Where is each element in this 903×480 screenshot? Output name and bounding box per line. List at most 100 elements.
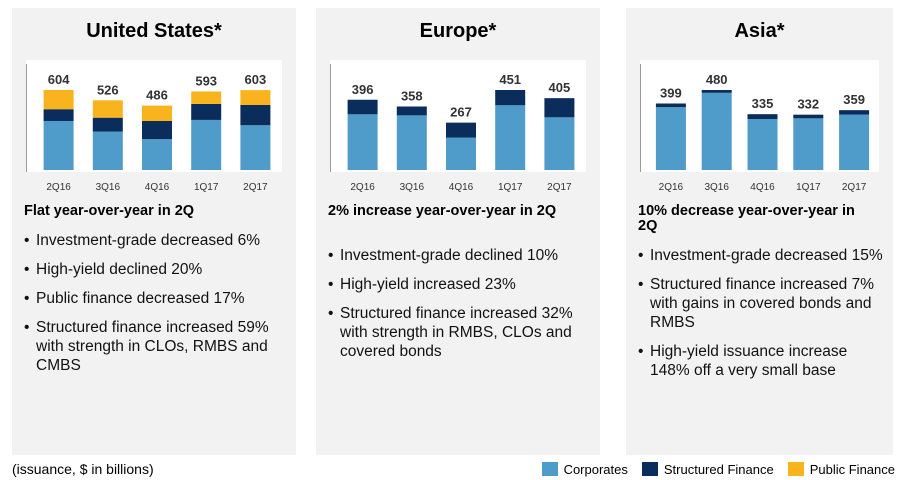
heading: 2% increase year-over-year in 2Q [328,203,557,219]
bar-segment [396,115,427,170]
bar-segment [142,120,172,140]
legend-item: Public Finance [787,462,895,477]
total-label: 486 [146,88,168,103]
x-tick-label: 4Q16 [449,182,474,193]
note: (issuance, $ in billions) [12,461,154,477]
panel: Europe* 396 2Q16 358 3Q16 267 4Q16 451 1Q17 405 2Q… [316,8,600,455]
legend-item: Structured Finance [641,462,774,477]
total-label: 399 [660,86,682,101]
total-label: 335 [752,96,774,111]
total-label: 480 [706,72,728,87]
bar-segment [240,90,271,105]
bar-segment [240,104,271,126]
bar-segment [347,99,378,115]
bar-segment [347,114,378,170]
legend-swatch [641,462,658,476]
bar-segment [747,119,778,170]
x-tick-label: 2Q16 [350,182,375,193]
panel-title: Europe* [419,20,497,42]
bar-segment [747,114,778,119]
x-tick-label: 3Q16 [96,182,121,193]
bullet: Structured finance increased 32% with st… [328,304,590,361]
bar-segment [43,90,74,110]
bullet: Structured finance increased 7% with gai… [638,275,883,332]
bar-segment [544,117,575,170]
bullet: Public finance decreased 17% [24,289,286,308]
bar-segment [191,91,222,104]
bar-segment [793,114,824,119]
x-tick-label: 2Q17 [243,182,268,193]
heading: Flat year-over-year in 2Q [24,203,195,219]
bar-segment [43,109,74,121]
bar-segment [701,92,732,170]
total-label: 604 [48,72,70,87]
bar-segment [446,137,476,170]
bar-segment [701,90,732,93]
x-tick-label: 2Q16 [46,182,71,193]
bullet-list: Investment-grade decreased 6% High-yield … [24,231,286,385]
x-tick-label: 2Q17 [547,182,572,193]
bar-segment [92,117,123,132]
x-tick-label: 4Q16 [750,182,775,193]
x-tick-label: 2Q16 [659,182,684,193]
bar-segment [142,139,172,170]
x-tick-label: 1Q17 [796,182,821,193]
x-tick-label: 2Q17 [842,182,867,193]
chart: 396 2Q16 358 3Q16 267 4Q16 451 1Q17 405 2Q17 [330,60,586,193]
bar-segment [655,103,686,108]
bullet: Structured finance increased 59% with st… [24,318,286,375]
legend-item: Corporates [541,462,628,477]
x-tick-label: 3Q16 [704,182,729,193]
bullet-list: Investment-grade decreased 15% Structured… [638,246,883,390]
total-label: 405 [549,80,571,95]
bar-segment [191,103,222,120]
bar-segment [495,90,526,106]
bar-segment [240,125,271,170]
bullet: Investment-grade decreased 6% [24,231,286,250]
total-label: 396 [352,82,374,97]
bullet: Investment-grade declined 10% [328,246,590,265]
total-label: 358 [401,88,423,103]
bar-segment [191,119,222,170]
bar-segment [839,114,870,170]
legend-label: Corporates [563,462,628,477]
bullet: High-yield declined 20% [24,260,286,279]
bullet: Investment-grade decreased 15% [638,246,883,265]
legend: Corporates Structured Finance Public Finan… [541,462,895,477]
total-label: 593 [195,73,217,88]
bar-segment [839,110,870,115]
bullet: High-yield increased 23% [328,275,590,294]
bar-segment [142,105,172,121]
bullet-list: Investment-grade declined 10% High-yield … [328,246,590,371]
bar-segment [396,106,427,116]
bar-segment [43,120,74,170]
total-label: 359 [843,92,865,107]
panel: Asia* 399 2Q16 480 3Q16 335 4Q16 332 1Q17 359 2Q17… [626,8,893,455]
total-label: 526 [97,82,119,97]
chart: 604 2Q16 526 3Q16 486 4Q16 593 1Q17 603 2Q17 [26,60,282,193]
legend-label: Public Finance [809,462,895,477]
chart: 399 2Q16 480 3Q16 335 4Q16 332 1Q17 359 2Q17 [640,60,879,193]
bar-segment [446,122,476,138]
bar-segment [655,107,686,170]
total-label: 267 [450,105,472,120]
bar-segment [495,105,526,170]
legend-swatch [787,462,804,476]
panel-title: United States* [86,20,222,42]
total-label: 603 [245,72,267,87]
total-label: 451 [499,72,521,87]
panel: United States* 604 2Q16 526 3Q16 486 4Q16 593 1Q… [12,8,296,455]
x-tick-label: 1Q17 [498,182,523,193]
legend-label: Structured Finance [663,462,774,477]
x-tick-label: 4Q16 [145,182,170,193]
bar-segment [793,118,824,170]
x-tick-label: 1Q17 [194,182,219,193]
bar-segment [92,131,123,170]
heading: 10% decrease year-over-year in 2Q [638,203,855,234]
x-tick-label: 3Q16 [400,182,425,193]
bar-segment [92,100,123,118]
bullet: High-yield issuance increase 148% off a … [638,342,883,380]
panel-title: Asia* [734,20,785,42]
total-label: 332 [797,97,819,112]
